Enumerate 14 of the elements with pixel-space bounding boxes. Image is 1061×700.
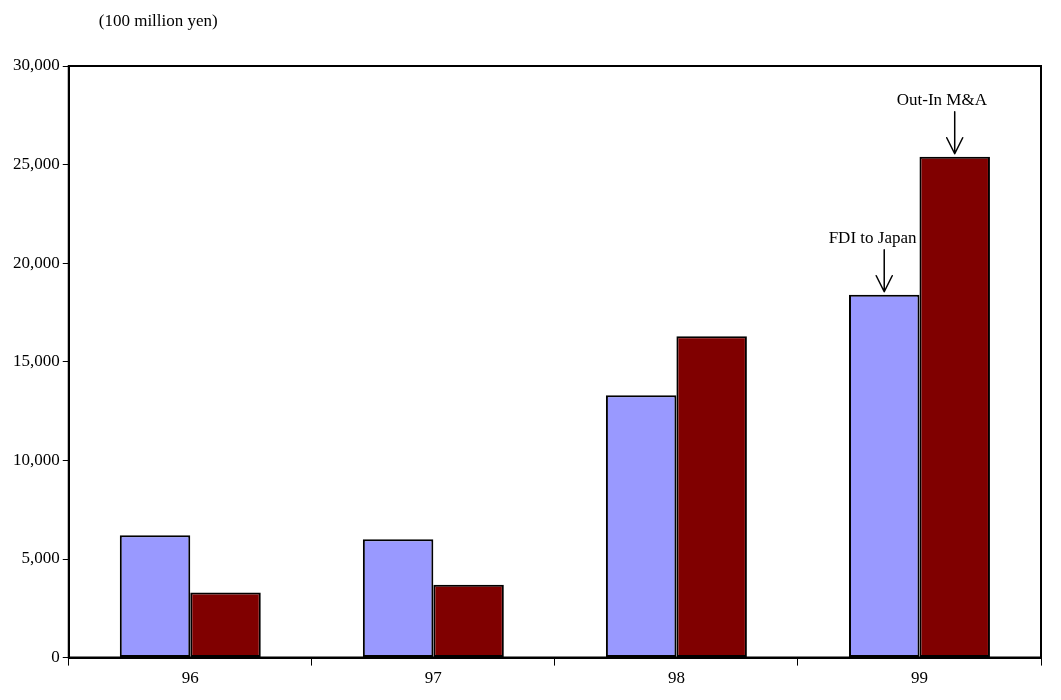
annotation: Out-In M&A	[896, 89, 988, 109]
y-tick-label: 10,000	[13, 449, 60, 469]
y-axis-title: (100 million yen)	[98, 11, 218, 31]
x-tick-label: 99	[910, 668, 928, 688]
y-tick-label: 30,000	[13, 55, 60, 75]
y-tick-label: 15,000	[13, 351, 60, 371]
x-tick-label: 96	[181, 668, 199, 688]
y-tick-label: 20,000	[13, 252, 60, 272]
x-tick-label: 97	[424, 668, 443, 688]
annotation: FDI to Japan	[828, 227, 917, 247]
y-tick-label: 5,000	[21, 548, 60, 568]
y-tick-label: 25,000	[13, 154, 60, 174]
y-tick-label: 0	[51, 647, 60, 667]
x-tick-label: 98	[667, 668, 685, 688]
